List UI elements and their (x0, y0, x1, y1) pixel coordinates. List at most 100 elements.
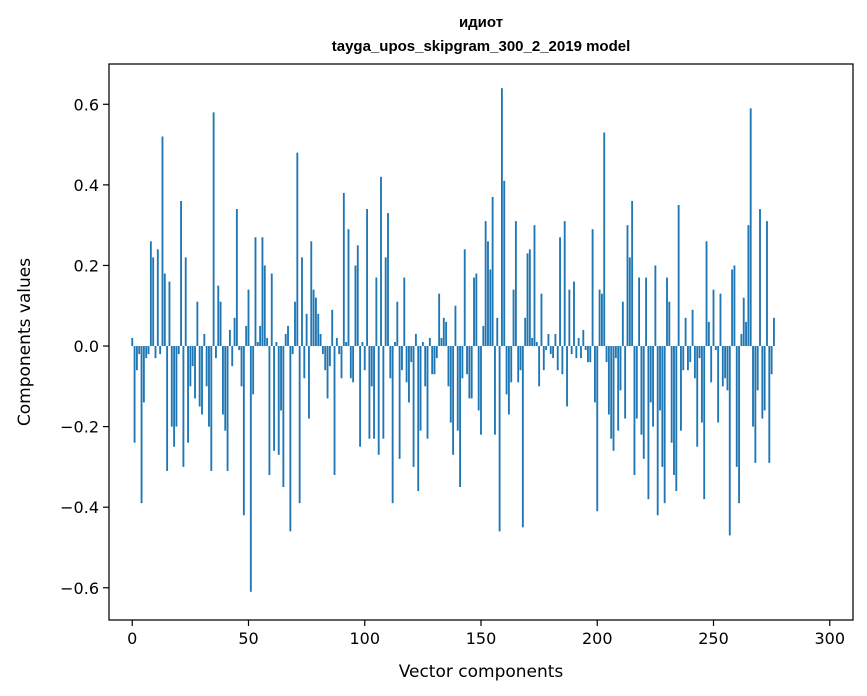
bar-30 (201, 346, 203, 415)
y-tick-label: −0.6 (60, 579, 99, 598)
bar-98 (359, 346, 362, 447)
bar-61 (273, 346, 275, 451)
bar-164 (512, 289, 515, 347)
bar-40 (224, 346, 227, 431)
bar-135 (445, 321, 448, 347)
bar-37 (217, 285, 220, 347)
bar-44 (233, 317, 236, 347)
bar-167 (519, 346, 522, 371)
bar-130 (433, 346, 436, 375)
bar-264 (745, 321, 747, 347)
bar-182 (554, 333, 557, 347)
bar-193 (580, 346, 582, 359)
x-tick-label: 250 (698, 629, 729, 648)
bar-242 (693, 346, 696, 379)
bar-185 (561, 346, 564, 375)
bar-90 (340, 346, 343, 379)
bar-222 (647, 346, 650, 500)
bar-234 (675, 346, 678, 492)
bar-271 (761, 346, 764, 419)
bar-152 (484, 221, 487, 347)
bar-191 (575, 346, 578, 359)
bar-120 (410, 346, 413, 363)
bar-45 (235, 209, 238, 347)
bar-80 (317, 313, 320, 347)
bar-254 (721, 346, 724, 387)
chart-subtitle: tayga_upos_skipgram_300_2_2019 model (332, 38, 631, 55)
y-tick-label: 0.6 (74, 95, 99, 114)
bar-169 (524, 317, 527, 347)
bar-105 (375, 277, 378, 347)
bar-58 (266, 337, 269, 347)
bar-68 (289, 346, 292, 532)
bar-143 (463, 249, 466, 347)
bar-15 (166, 346, 169, 471)
bar-13 (161, 136, 164, 347)
bar-216 (633, 346, 636, 475)
bar-241 (691, 309, 694, 347)
bar-162 (507, 346, 510, 415)
bar-228 (661, 346, 664, 467)
bar-101 (366, 209, 368, 347)
bar-235 (677, 205, 680, 347)
bar-159 (500, 88, 503, 347)
bar-0 (131, 337, 134, 347)
bar-32 (205, 346, 208, 387)
bar-89 (338, 346, 341, 355)
bar-72 (298, 346, 301, 504)
bar-219 (640, 346, 643, 435)
bar-151 (482, 325, 485, 347)
bar-267 (752, 346, 754, 427)
bar-155 (491, 196, 494, 347)
bar-170 (526, 253, 529, 347)
bar-259 (733, 265, 736, 347)
x-tick-label: 200 (582, 629, 613, 648)
x-axis-ticks: 0 50 100 150 200 250 300 (127, 620, 845, 648)
bar-250 (712, 289, 715, 347)
bar-215 (631, 200, 634, 347)
bar-276 (773, 317, 775, 347)
bar-102 (368, 346, 371, 439)
bar-52 (252, 346, 255, 395)
bar-187 (566, 346, 568, 407)
bar-81 (319, 333, 322, 347)
bar-150 (480, 346, 482, 435)
bar-196 (587, 346, 589, 363)
bar-149 (477, 346, 480, 411)
bar-233 (673, 346, 675, 475)
bar-53 (254, 237, 257, 347)
bar-112 (391, 346, 394, 504)
bar-195 (584, 346, 587, 351)
bar-137 (449, 346, 452, 423)
bar-132 (438, 293, 441, 347)
bar-3 (138, 346, 141, 355)
bar-262 (740, 333, 743, 347)
bar-190 (573, 281, 575, 347)
bar-204 (605, 346, 608, 363)
bar-201 (598, 289, 601, 347)
bar-218 (638, 277, 641, 347)
y-tick-label: 0.2 (74, 256, 99, 275)
bar-117 (403, 277, 406, 347)
bar-179 (547, 333, 550, 347)
bar-21 (180, 200, 182, 347)
bar-205 (607, 346, 610, 415)
bar-148 (475, 273, 478, 347)
bar-238 (684, 317, 687, 347)
bar-256 (726, 346, 729, 391)
bar-59 (268, 346, 271, 475)
y-axis-label: Components values (15, 258, 35, 426)
bar-171 (528, 249, 531, 347)
bar-257 (728, 346, 731, 536)
bar-99 (361, 342, 364, 347)
bar-14 (163, 273, 166, 347)
bar-79 (315, 297, 317, 347)
bar-41 (226, 346, 229, 471)
bar-106 (377, 346, 380, 455)
bar-240 (689, 346, 692, 363)
bar-31 (203, 333, 206, 347)
bar-230 (666, 277, 668, 347)
bar-154 (489, 269, 492, 347)
bar-57 (263, 265, 266, 347)
bar-247 (705, 241, 708, 347)
